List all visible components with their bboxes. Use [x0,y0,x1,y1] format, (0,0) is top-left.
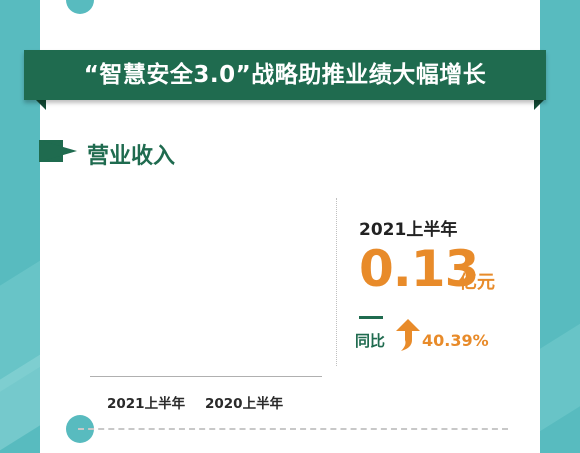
section-arrow-icon [39,140,77,162]
divider [336,198,337,366]
revenue-chart [80,196,330,377]
dashed-separator [78,428,508,430]
card-notch [66,0,94,14]
page-title: “智慧安全3.0”战略助推业绩大幅增长 [83,62,487,88]
chart-baseline [90,376,322,377]
accent-dash [359,316,383,319]
yoy-percentage: 40.39% [422,331,489,350]
ribbon-fold [534,100,544,110]
title-ribbon: “智慧安全3.0”战略助推业绩大幅增长 [24,50,546,100]
chart-category-label: 2021上半年 [107,396,186,412]
period-label: 2021上半年 [359,220,458,240]
ribbon-fold [36,100,46,110]
section-title: 营业收入 [87,144,176,169]
revenue-value: 0.13 [359,240,479,298]
up-arrow-icon [396,319,420,351]
chart-category-label: 2020上半年 [205,396,284,412]
revenue-unit: 亿元 [459,272,495,293]
yoy-label: 同比 [355,332,386,350]
card-notch [566,415,580,443]
